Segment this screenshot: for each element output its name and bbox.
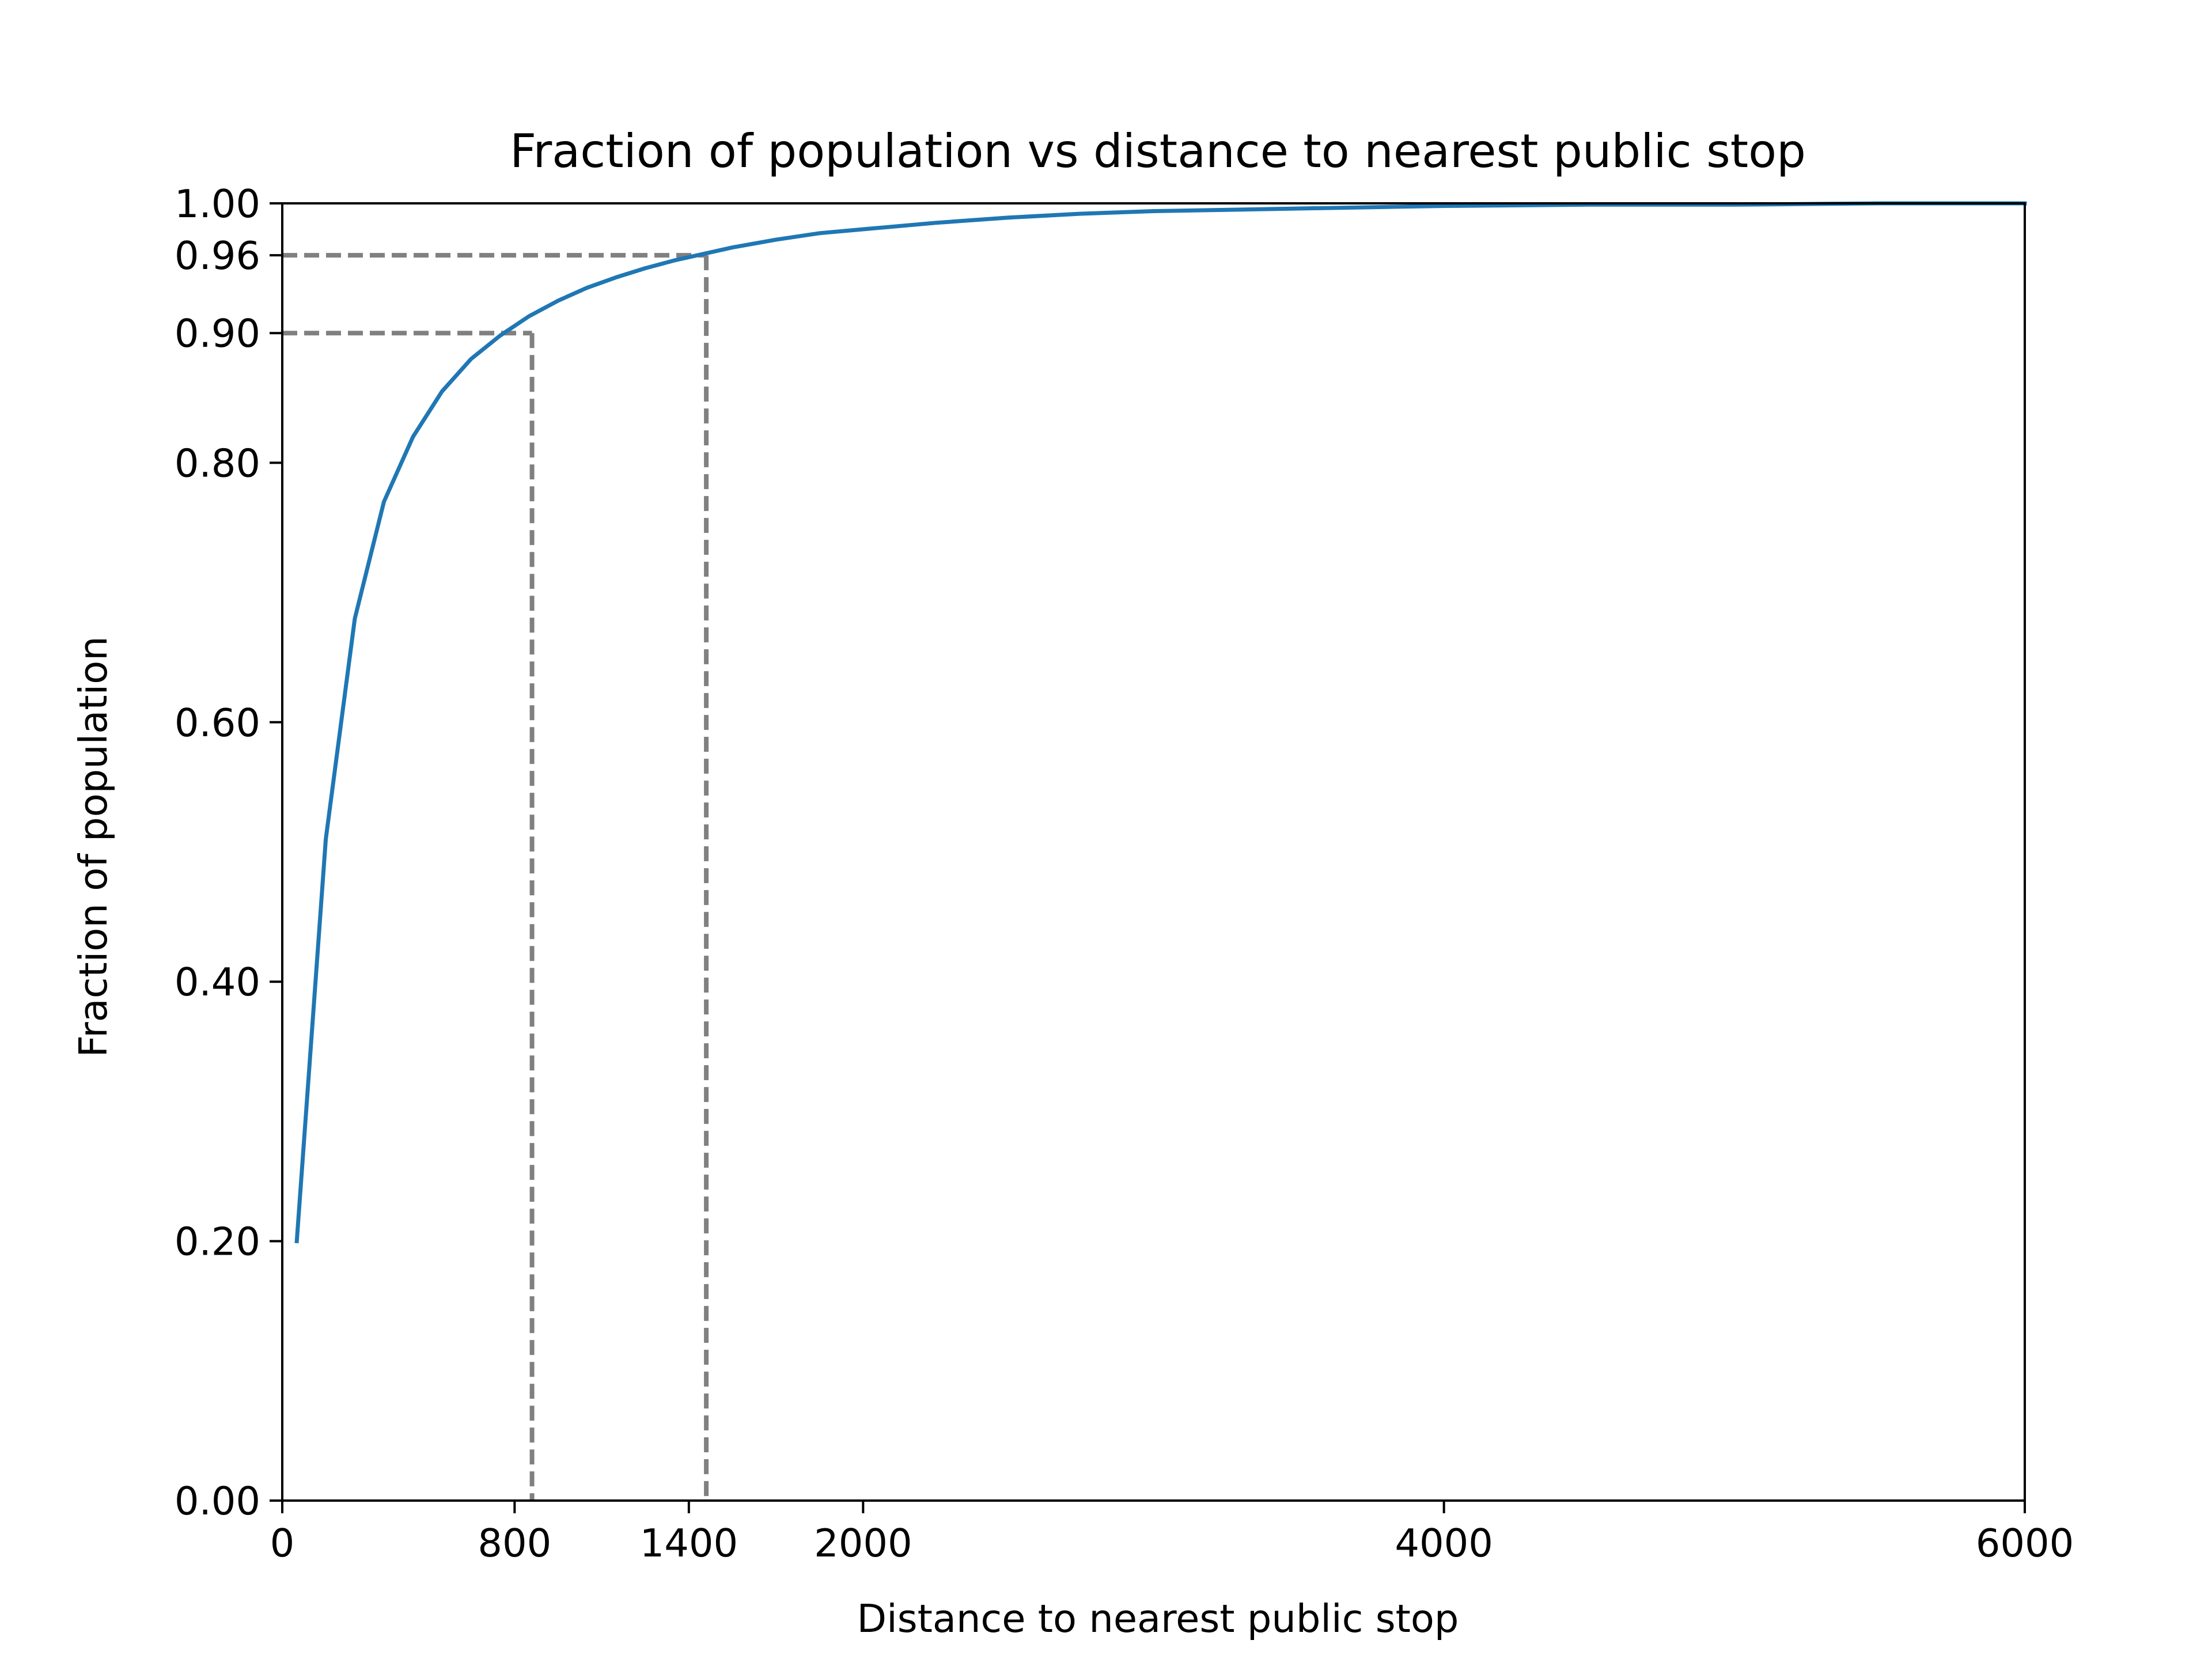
- series-layer: [294, 201, 2027, 1244]
- x-tick-label-2000: 2000: [814, 1521, 912, 1566]
- y-tick-label-0.96: 0.96: [175, 233, 260, 278]
- x-axis-title: Distance to nearest public stop: [857, 1596, 1459, 1641]
- y-tick-label-0.40: 0.40: [175, 960, 260, 1005]
- y-tick-label-0.90: 0.90: [175, 311, 260, 356]
- y-axis-ticks: 0.00 0.20 0.40 0.60 0.80 0.90 0.96 1.00: [175, 181, 282, 1524]
- x-tick-label-6000: 6000: [1976, 1521, 2074, 1566]
- chart-title: Fraction of population vs distance to ne…: [510, 124, 1806, 178]
- y-tick-label-0.60: 0.60: [175, 700, 260, 745]
- y-axis-title: Fraction of population: [71, 636, 116, 1057]
- plot-area-frame: [281, 202, 2026, 1502]
- y-tick-label-0.20: 0.20: [175, 1219, 260, 1264]
- series-line-1: [294, 201, 2027, 1244]
- y-tick-label-1.00: 1.00: [175, 181, 260, 226]
- x-tick-label-4000: 4000: [1395, 1521, 1493, 1566]
- reference-lines: [282, 253, 709, 1501]
- y-tick-label-0.00: 0.00: [175, 1479, 260, 1524]
- y-tick-label-0.80: 0.80: [175, 441, 260, 486]
- x-tick-label-0: 0: [270, 1521, 295, 1566]
- x-axis-ticks: 0 800 1400 2000 4000 6000: [270, 1501, 2074, 1566]
- x-tick-label-800: 800: [478, 1521, 551, 1566]
- x-tick-label-1400: 1400: [640, 1521, 738, 1566]
